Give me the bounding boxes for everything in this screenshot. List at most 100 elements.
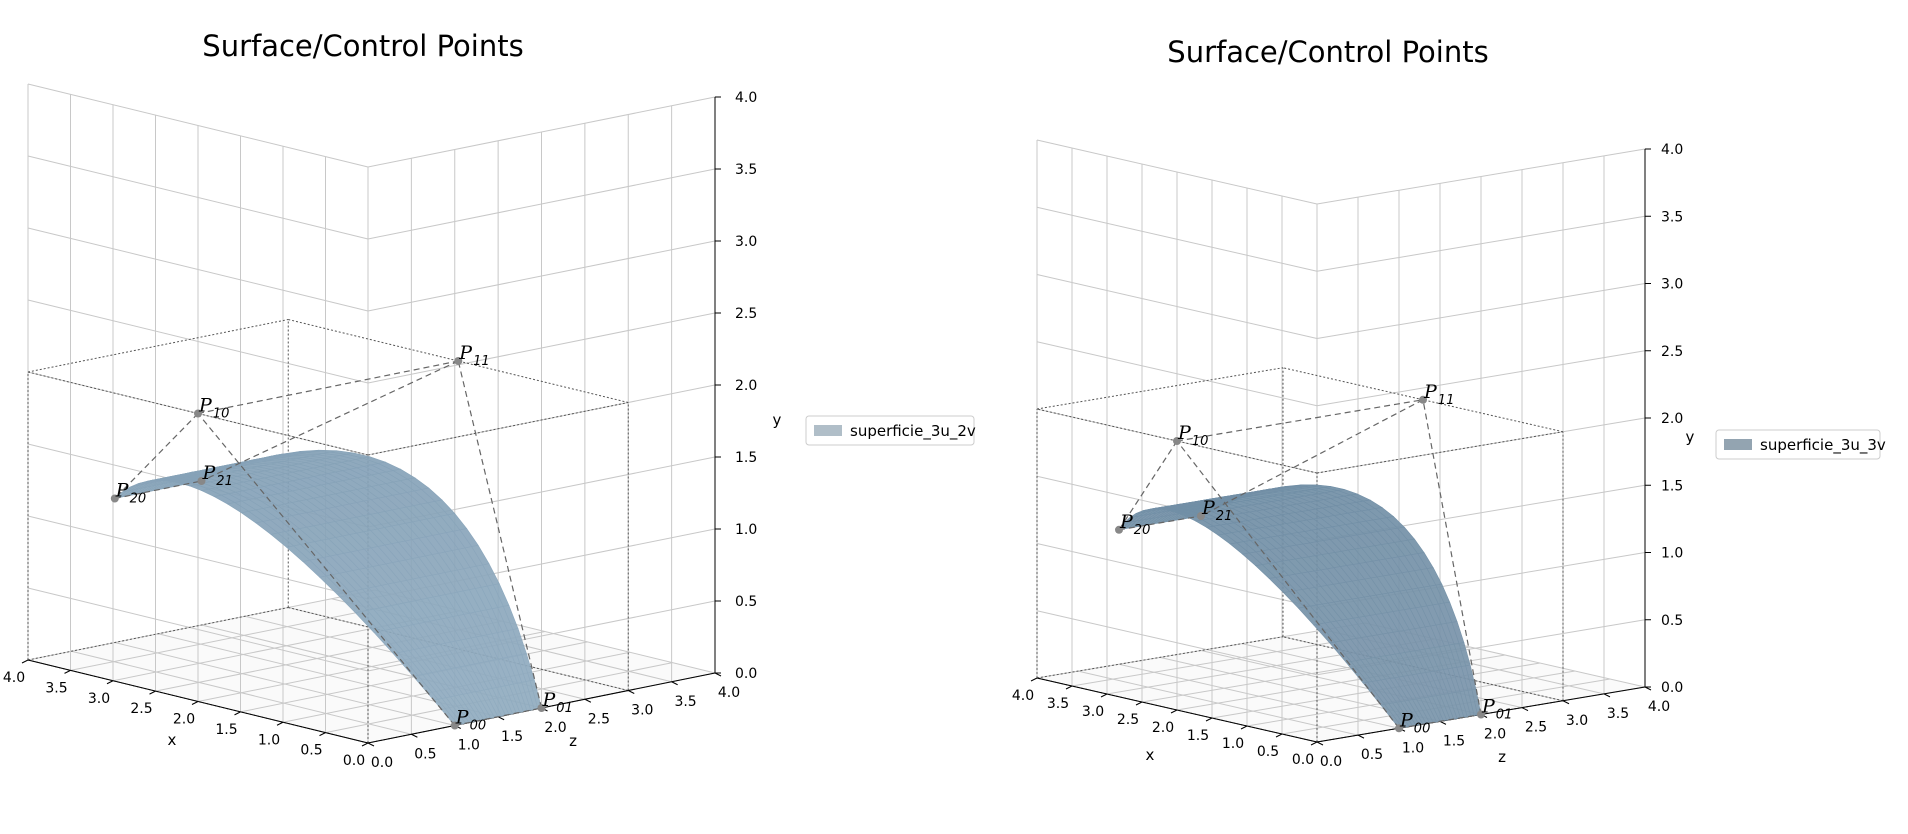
y-tick-label: 1.5 [735,450,757,466]
y-tick-label: 1.0 [1661,546,1683,562]
surface [1118,484,1482,729]
control-net-line [1176,399,1424,442]
z-tick-label: 2.0 [544,720,566,736]
x-tick-label: 1.5 [1187,728,1209,744]
control-net-line [201,360,459,482]
y-tick-label: 1.5 [1661,478,1683,494]
z-tick-mark [1316,741,1324,746]
legend-swatch [1724,439,1752,450]
z-tick-mark [411,733,418,738]
x-tick-label: 2.0 [173,712,195,728]
floor-grid-line [1077,670,1359,736]
z-tick-label: 3.5 [674,694,696,710]
y-tick-label: 3.5 [735,162,757,178]
wall-grid-line [27,83,369,168]
wall-grid-line [1316,283,1646,339]
x-tick-mark [1310,741,1318,746]
x-tick-mark [1275,733,1283,738]
y-tick-label: 4.0 [735,90,757,106]
legend-box [1715,429,1881,460]
x-tick-mark [1030,677,1038,682]
x-tick-mark [1205,717,1213,722]
z-tick-label: 3.0 [1566,713,1588,729]
x-tick-label: 4.0 [3,670,25,686]
x-tick-mark [276,721,284,726]
x-axis-label: x [1146,746,1155,764]
control-point-marker [1197,512,1205,520]
legend-box [805,415,975,446]
z-tick-label: 0.0 [371,755,393,771]
wall-grid-line [367,168,716,240]
control-point-marker [194,409,202,418]
y-tick-label: 2.0 [1661,411,1683,427]
wall-grid-line [367,96,716,168]
surface [113,449,542,726]
x-tick-mark [106,680,114,685]
x-tick-label: 3.0 [1082,704,1104,720]
x-tick-label: 2.0 [1152,720,1174,736]
z-tick-label: 1.0 [458,738,480,754]
chart-title: Surface/Control Points [1167,35,1488,69]
y-axis-label: y [773,411,782,429]
z-tick-mark [1521,707,1529,712]
wall-grid-line [1036,543,1318,608]
wall-grid-line [367,312,716,384]
z-tick-label: 1.5 [501,729,523,745]
z-tick-label: 0.0 [1320,754,1342,770]
x-tick-mark [319,732,326,737]
z-axis-label: z [569,732,577,750]
wall-grid-line [1036,139,1318,205]
legend-entry: superficie_3u_2v [850,422,976,441]
z-tick-mark [1439,720,1447,725]
x-tick-mark [149,690,156,695]
bounding-box-edge [1316,431,1564,474]
z-tick-label: 1.5 [1443,733,1465,749]
x-tick-mark [1135,701,1143,706]
wall-grid-line [1036,341,1318,407]
tick-labels: 0.0 0.5 1.0 1.5 2.0 2.5 3.0 3.5 4.0 0.0 0.5 1.0 1.5 2… [3,90,757,771]
wall-grid-line [1036,206,1318,272]
z-tick-label: 4.0 [718,685,740,701]
y-tick-label: 0.0 [735,666,757,682]
x-tick-label: 0.5 [300,743,322,759]
x-tick-mark [21,659,29,664]
control-net-line [1118,515,1202,531]
bounding-box-edge [367,402,629,456]
wall-grid-line [1036,610,1318,676]
x-tick-label: 2.5 [1117,712,1139,728]
x-tick-label: 0.0 [1292,752,1314,768]
x-tick-mark [1100,693,1108,698]
x-tick-label: 1.0 [258,732,280,748]
legend: superficie_3u_3v [1715,429,1886,460]
wall-grid-line [27,155,369,240]
y-tick-label: 2.5 [1661,344,1683,360]
z-tick-mark [1562,700,1570,705]
wall-grid-line [27,587,369,672]
floor-grid-line [1118,663,1400,729]
chart-title: Surface/Control Points [202,29,523,63]
z-tick-mark [367,742,375,747]
z-tick-mark [628,690,635,694]
x-tick-label: 3.5 [1047,696,1069,712]
x-tick-mark [1065,685,1073,690]
wall-grid-line [1036,274,1318,339]
y-tick-label: 4.0 [1661,142,1683,158]
chart-panel-1: Surface/Control Points P00P01P10P11P20P2… [3,29,976,771]
x-tick-mark [361,742,369,747]
floor-grid-line [71,650,412,735]
control-point-marker [450,721,459,730]
control-net-line [1176,440,1400,729]
wall-grid-line [27,227,369,312]
tick-labels: 0.0 0.5 1.0 1.5 2.0 2.5 3.0 3.5 4.0 0.0 0.5 1.0 1.5 2… [1012,142,1683,770]
wall-grid-line [1316,417,1646,474]
z-axis-label: z [1498,748,1506,766]
chart-panel-2: Surface/Control Points P00P01P10P11P20P2… [1012,35,1886,770]
floor-grid-line [114,642,455,726]
legend-swatch [814,425,842,436]
control-point-marker [537,704,546,712]
legend: superficie_3u_2v [805,415,976,446]
y-tick-label: 3.5 [1661,209,1683,225]
y-tick-label: 0.5 [735,594,757,610]
x-tick-label: 3.0 [88,691,110,707]
control-point-marker [454,357,463,365]
